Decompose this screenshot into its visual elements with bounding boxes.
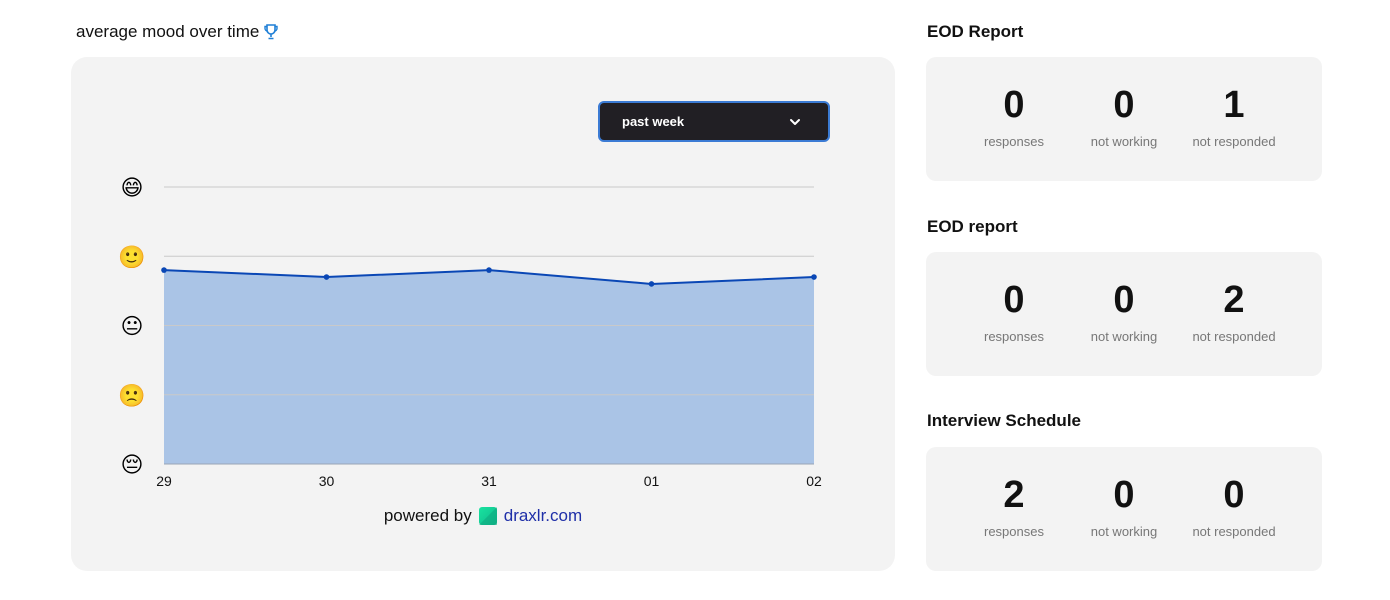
x-tick-label: 30 [319, 473, 335, 489]
chevron-down-icon [790, 118, 800, 125]
mood-data-point [486, 267, 492, 273]
mood-level-icon: 🙁 [118, 383, 145, 408]
stat-value: 0 [1003, 84, 1025, 126]
mood-chart: 😄 🙂 😐 🙁 😔 29 30 31 01 02 [118, 175, 822, 489]
mood-level-icon: 😐 [121, 314, 144, 339]
stat-label: not working [1090, 524, 1158, 539]
stat-not-working: 0 not working [1069, 277, 1179, 344]
stat-not-responded: 1 not responded [1179, 82, 1289, 149]
stat-not-working: 0 not working [1069, 472, 1179, 539]
powered-by-text: powered by [383, 506, 472, 525]
draxlr-link[interactable]: draxlr.com [503, 506, 583, 525]
stat-label: not responded [1192, 524, 1276, 539]
mood-level-icon: 😄 [121, 175, 144, 200]
stat-value: 0 [1113, 279, 1135, 321]
stat-label: not working [1090, 134, 1158, 149]
trophy-icon [264, 24, 279, 40]
x-tick-label: 29 [156, 473, 172, 489]
mood-data-point [323, 274, 330, 280]
mood-chart-card: past week 😄 🙂 😐 🙁 😔 29 30 31 01 02 powered by dra… [71, 57, 895, 571]
mood-area-fill [164, 270, 814, 464]
stat-label: not responded [1192, 329, 1276, 344]
stat-not-responded: 0 not responded [1179, 472, 1289, 539]
stat-responses: 0 responses [959, 82, 1069, 149]
report-title-3: Interview Schedule [927, 411, 1081, 430]
period-select[interactable]: past week [598, 101, 830, 142]
stat-value: 2 [1003, 474, 1025, 516]
stat-value: 2 [1223, 279, 1245, 321]
period-select-value: past week [622, 114, 685, 129]
stat-label: responses [984, 134, 1044, 149]
report-card-3: 2 responses 0 not working 0 not responde… [926, 447, 1322, 571]
report-title-2: EOD report [927, 217, 1018, 236]
mood-data-point [161, 267, 167, 273]
x-tick-label: 31 [481, 473, 497, 489]
stat-value: 0 [1113, 84, 1135, 126]
mood-level-icon: 🙂 [118, 244, 145, 269]
stat-label: responses [984, 329, 1044, 344]
stat-value: 0 [1003, 279, 1025, 321]
stat-label: not responded [1192, 134, 1276, 149]
mood-chart-title-text: average mood over time [76, 22, 260, 41]
powered-by: powered by draxlr.com [71, 506, 895, 526]
mood-data-point [648, 281, 655, 287]
draxlr-logo-icon [478, 507, 497, 525]
mood-chart-title: average mood over time [76, 22, 279, 42]
stat-not-working: 0 not working [1069, 82, 1179, 149]
report-card-2: 0 responses 0 not working 2 not responde… [926, 252, 1322, 376]
stat-label: not working [1090, 329, 1158, 344]
stat-value: 1 [1223, 84, 1245, 126]
stat-responses: 2 responses [959, 472, 1069, 539]
stat-label: responses [984, 524, 1044, 539]
report-title-1: EOD Report [927, 22, 1024, 41]
mood-level-icon: 😔 [121, 452, 144, 477]
x-tick-label: 02 [806, 473, 822, 489]
report-card-1: 0 responses 0 not working 1 not responde… [926, 57, 1322, 181]
stat-value: 0 [1223, 474, 1245, 516]
stat-responses: 0 responses [959, 277, 1069, 344]
stat-value: 0 [1113, 474, 1135, 516]
stat-not-responded: 2 not responded [1179, 277, 1289, 344]
mood-data-point [811, 274, 817, 280]
x-tick-label: 01 [644, 473, 660, 489]
